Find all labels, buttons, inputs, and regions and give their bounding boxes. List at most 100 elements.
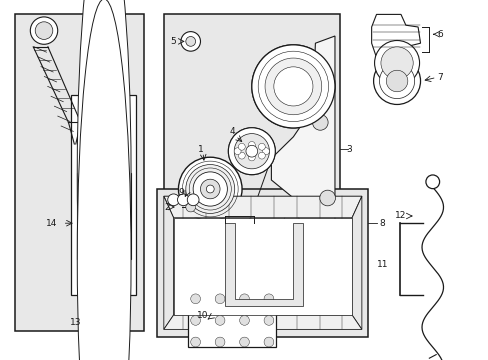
Circle shape [258,143,265,150]
Circle shape [89,109,116,136]
Bar [157,189,367,337]
Circle shape [319,190,335,206]
Circle shape [93,267,112,287]
Bar [77,173,131,259]
Circle shape [177,194,189,206]
Polygon shape [371,14,420,58]
Polygon shape [224,223,303,306]
Circle shape [206,185,214,193]
Circle shape [190,315,200,325]
Circle shape [425,175,439,189]
Circle shape [266,59,320,113]
Circle shape [373,58,420,104]
Text: 14: 14 [45,219,57,228]
Circle shape [258,152,265,159]
Text: 13: 13 [70,318,81,327]
Circle shape [239,294,249,304]
Circle shape [190,294,200,304]
Circle shape [264,315,273,325]
Circle shape [234,134,269,169]
Bar [15,14,144,331]
Circle shape [185,165,234,213]
Text: 6: 6 [437,30,443,39]
Circle shape [228,128,275,175]
Circle shape [318,263,331,277]
Circle shape [264,337,273,347]
Circle shape [190,337,200,347]
Circle shape [30,17,58,44]
Circle shape [167,194,179,206]
Circle shape [380,47,412,79]
Circle shape [251,45,334,128]
Circle shape [314,259,335,281]
Circle shape [238,152,244,159]
Circle shape [312,114,327,130]
Circle shape [239,337,249,347]
Circle shape [262,148,269,155]
Circle shape [258,143,265,150]
Circle shape [374,41,419,85]
Circle shape [182,198,199,216]
Circle shape [185,202,195,212]
Circle shape [193,172,227,206]
Circle shape [200,179,220,199]
Text: 1: 1 [197,145,203,154]
Circle shape [248,154,255,161]
Polygon shape [224,36,334,317]
Circle shape [234,134,269,169]
Circle shape [302,273,318,289]
Circle shape [172,201,184,213]
Polygon shape [351,196,361,329]
Circle shape [238,152,244,159]
Circle shape [181,32,200,51]
Circle shape [82,102,123,143]
Text: 11: 11 [376,260,388,269]
Circle shape [248,154,255,161]
Circle shape [273,67,312,106]
Circle shape [238,143,244,150]
Circle shape [178,157,242,221]
Text: 10: 10 [197,310,208,320]
Polygon shape [163,196,173,329]
Circle shape [239,315,249,325]
Circle shape [98,272,107,282]
Circle shape [245,145,257,157]
Text: 9: 9 [178,188,183,197]
Text: 3: 3 [346,145,352,154]
Text: 4: 4 [229,127,235,136]
Bar [188,293,276,347]
Circle shape [238,143,244,150]
Circle shape [248,141,255,148]
Circle shape [185,36,195,46]
Text: 12: 12 [394,211,405,220]
Circle shape [35,22,53,39]
Circle shape [215,315,224,325]
Text: 5: 5 [170,37,176,46]
Polygon shape [173,218,351,315]
Text: 7: 7 [437,73,443,82]
Polygon shape [163,315,361,329]
Circle shape [245,145,257,157]
Circle shape [251,45,334,128]
Circle shape [234,148,241,155]
Circle shape [292,287,308,303]
Circle shape [264,294,273,304]
Ellipse shape [77,0,131,360]
Circle shape [386,70,407,92]
Circle shape [234,148,241,155]
Circle shape [258,152,265,159]
Circle shape [115,274,127,287]
Ellipse shape [77,0,131,360]
Text: 8: 8 [378,219,384,228]
Bar [163,14,339,328]
Circle shape [379,63,414,99]
Circle shape [215,294,224,304]
Circle shape [215,337,224,347]
Circle shape [228,128,275,175]
Circle shape [262,148,269,155]
Circle shape [264,58,321,115]
Text: 2: 2 [164,202,170,211]
Circle shape [248,141,255,148]
Polygon shape [163,196,361,218]
Circle shape [187,194,199,206]
